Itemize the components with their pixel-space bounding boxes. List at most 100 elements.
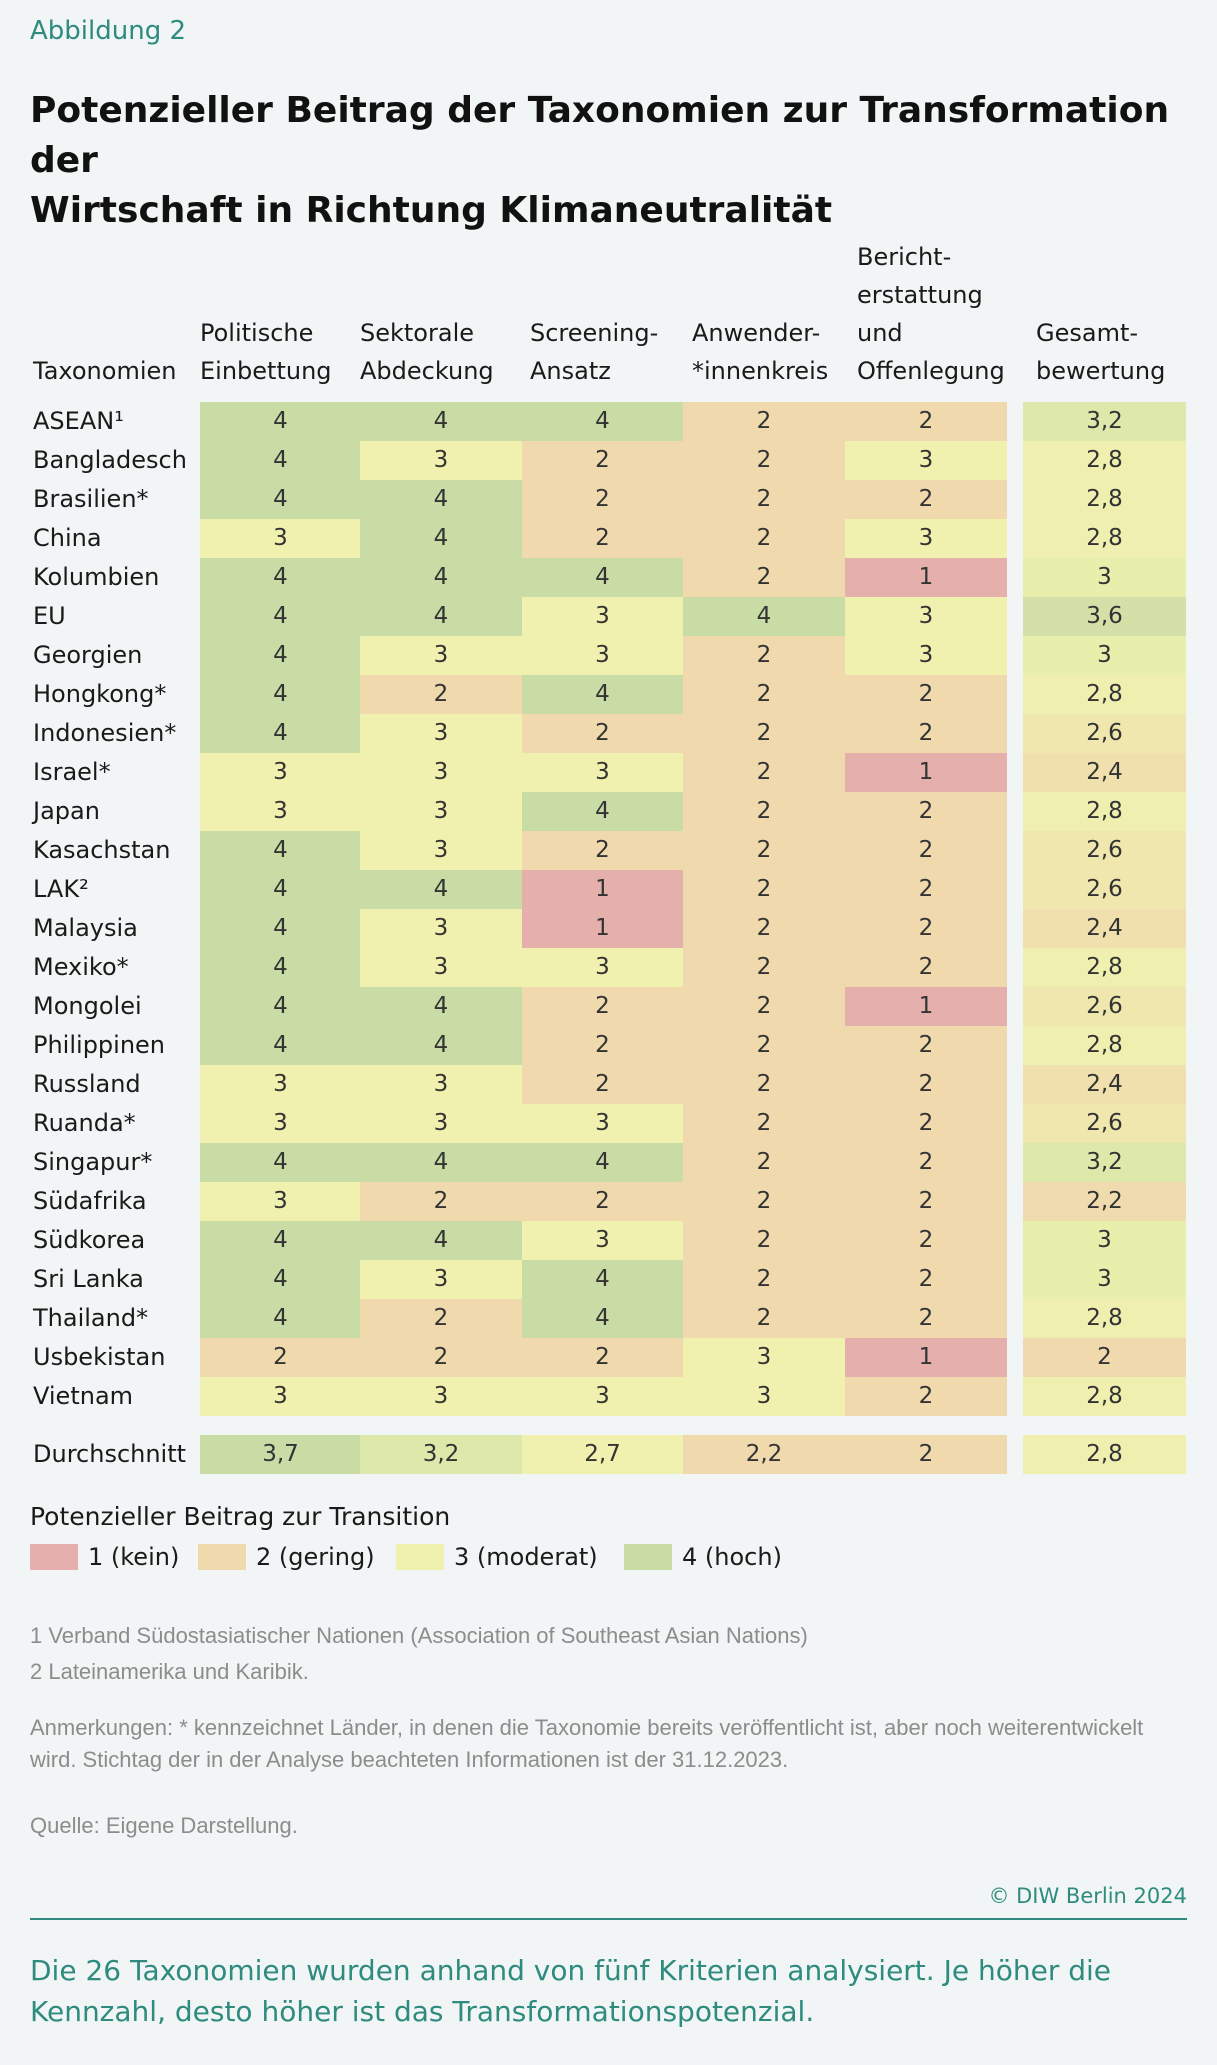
- rating-cell: 4: [200, 636, 361, 675]
- rating-cell: 3: [522, 1221, 683, 1260]
- rating-cell: 3: [200, 1182, 361, 1221]
- rating-cell: 3: [360, 753, 522, 792]
- total-cell: 2,6: [1023, 870, 1186, 909]
- col-header-line: Ansatz: [530, 357, 611, 385]
- total-cell: 2,8: [1023, 1026, 1186, 1065]
- summary-text: Die 26 Taxonomien wurden anhand von fünf…: [30, 1954, 1112, 2028]
- rating-cell: 4: [360, 1026, 522, 1065]
- average-cell: 2: [845, 1435, 1007, 1474]
- rating-cell: 4: [200, 402, 361, 441]
- rating-cell: 4: [200, 558, 361, 597]
- total-cell: 2,8: [1023, 948, 1186, 987]
- average-cell: 2,2: [683, 1435, 845, 1474]
- rating-cell: 4: [200, 1260, 361, 1299]
- total-cell: 2,8: [1023, 675, 1186, 714]
- rating-cell: 4: [200, 1026, 361, 1065]
- rating-cell: 3: [360, 909, 522, 948]
- legend-swatch: [396, 1544, 444, 1570]
- rating-cell: 2: [522, 831, 683, 870]
- legend-item-kein: 1 (kein): [30, 1540, 179, 1574]
- rating-cell: 2: [845, 1104, 1007, 1143]
- total-cell: 3,2: [1023, 1143, 1186, 1182]
- row-label: Georgien: [33, 641, 143, 669]
- rating-cell: 2: [683, 870, 845, 909]
- rating-cell: 2: [845, 1221, 1007, 1260]
- total-cell: 2,4: [1023, 1065, 1186, 1104]
- rating-cell: 3: [360, 1260, 522, 1299]
- total-cell: 2,4: [1023, 909, 1186, 948]
- rating-cell: 2: [683, 909, 845, 948]
- row-label: ASEAN¹: [33, 407, 124, 435]
- legend-title: Potenzieller Beitrag zur Transition: [30, 1502, 451, 1531]
- total-cell: 2,8: [1023, 792, 1186, 831]
- rating-cell: 4: [360, 1143, 522, 1182]
- rating-cell: 3: [683, 1338, 845, 1377]
- rating-cell: 4: [200, 831, 361, 870]
- rating-cell: 4: [200, 675, 361, 714]
- rating-cell: 3: [845, 519, 1007, 558]
- rating-cell: 2: [522, 1026, 683, 1065]
- rating-cell: 2: [683, 1026, 845, 1065]
- row-label: Philippinen: [33, 1031, 166, 1059]
- rating-cell: 2: [683, 1221, 845, 1260]
- col-header-line: *innenkreis: [692, 357, 829, 385]
- rating-cell: 2: [845, 870, 1007, 909]
- rating-cell: 2: [683, 753, 845, 792]
- row-label: LAK²: [33, 875, 89, 903]
- rating-cell: 4: [522, 1299, 683, 1338]
- footnote-1: 1 Verband Südostasiatischer Nationen (As…: [30, 1623, 808, 1648]
- rating-cell: 2: [683, 1299, 845, 1338]
- rating-cell: 2: [845, 1377, 1007, 1416]
- figure-label: Abbildung 2: [30, 16, 187, 46]
- average-total-cell: 2,8: [1023, 1435, 1186, 1474]
- row-label: Sri Lanka: [33, 1265, 144, 1293]
- rating-cell: 2: [522, 519, 683, 558]
- rating-cell: 4: [360, 870, 522, 909]
- rating-cell: 3: [360, 714, 522, 753]
- rating-cell: 2: [845, 1299, 1007, 1338]
- col-header-line: Einbettung: [200, 357, 332, 385]
- rating-cell: 3: [200, 1065, 361, 1104]
- rating-cell: 2: [683, 1182, 845, 1221]
- legend-item-moderat: 3 (moderat): [396, 1540, 598, 1574]
- rating-cell: 4: [200, 597, 361, 636]
- rating-cell: 2: [522, 987, 683, 1026]
- rating-cell: 2: [360, 675, 522, 714]
- rating-cell: 2: [683, 948, 845, 987]
- rating-cell: 1: [522, 909, 683, 948]
- rating-cell: 2: [683, 636, 845, 675]
- rating-cell: 2: [845, 1065, 1007, 1104]
- rating-cell: 2: [845, 792, 1007, 831]
- rating-cell: 4: [522, 1260, 683, 1299]
- rating-cell: 4: [200, 480, 361, 519]
- rating-cell: 2: [845, 1182, 1007, 1221]
- row-label: Russland: [33, 1070, 141, 1098]
- total-cell: 3: [1023, 1260, 1186, 1299]
- rating-cell: 2: [360, 1338, 522, 1377]
- rating-cell: 4: [683, 597, 845, 636]
- rating-cell: 2: [683, 519, 845, 558]
- rating-cell: 3: [522, 636, 683, 675]
- row-header: Taxonomien: [33, 357, 177, 385]
- rating-cell: 4: [360, 1221, 522, 1260]
- rating-cell: 4: [200, 948, 361, 987]
- rating-cell: 2: [683, 987, 845, 1026]
- row-label: Usbekistan: [33, 1343, 166, 1371]
- rating-cell: 4: [200, 1143, 361, 1182]
- total-cell: 3,2: [1023, 402, 1186, 441]
- rating-cell: 2: [845, 831, 1007, 870]
- rating-cell: 2: [683, 714, 845, 753]
- row-label: Indonesien*: [33, 719, 177, 747]
- rating-cell: 3: [522, 1104, 683, 1143]
- rating-cell: 2: [845, 714, 1007, 753]
- row-label: Südafrika: [33, 1187, 147, 1215]
- rating-cell: 3: [360, 792, 522, 831]
- rating-cell: 2: [683, 1104, 845, 1143]
- row-label: Mongolei: [33, 992, 142, 1020]
- col-header-line: Abdeckung: [360, 357, 494, 385]
- row-label: Malaysia: [33, 914, 138, 942]
- rating-cell: 3: [845, 441, 1007, 480]
- rating-cell: 2: [845, 909, 1007, 948]
- rating-cell: 2: [683, 1260, 845, 1299]
- chart-title: Potenzieller Beitrag der Taxonomien zur …: [30, 86, 1190, 236]
